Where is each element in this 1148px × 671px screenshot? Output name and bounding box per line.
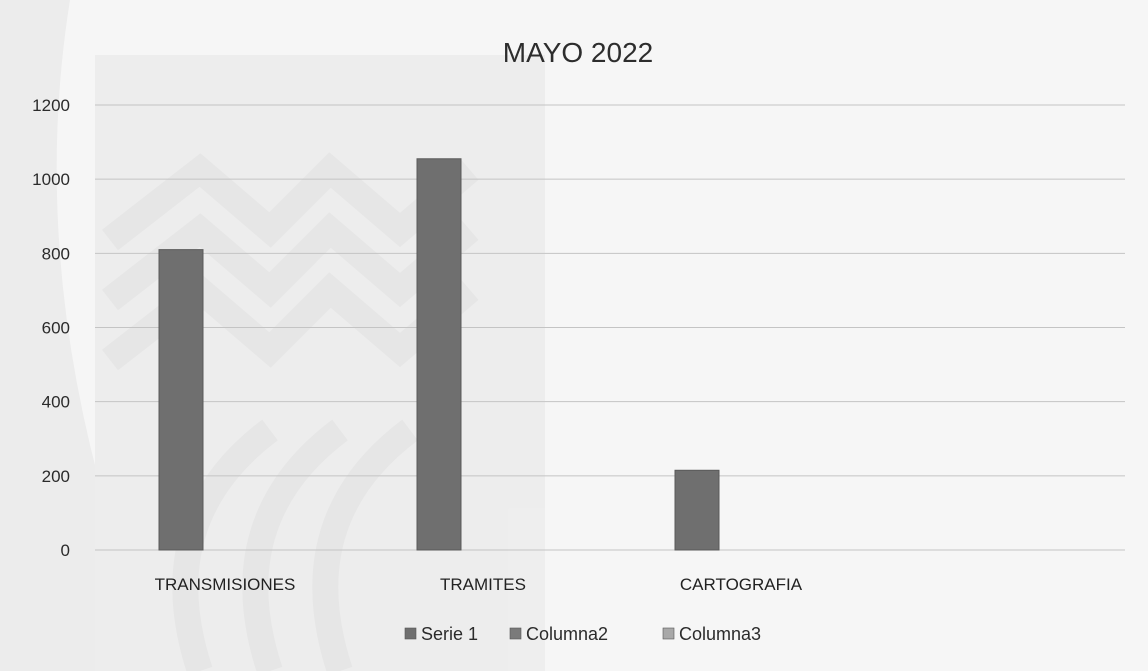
x-category-label: TRANSMISIONES: [155, 575, 296, 594]
y-tick-label: 800: [42, 244, 70, 263]
x-axis-categories: TRANSMISIONES TRAMITES CARTOGRAFIA: [155, 575, 803, 594]
y-axis-ticks: 0 200 400 600 800 1000 1200: [32, 96, 70, 560]
legend: Serie 1 Columna2 Columna3: [404, 624, 761, 644]
y-tick-label: 1200: [32, 96, 70, 115]
bar-serie-1-transmisiones: [158, 249, 204, 551]
x-category-label: CARTOGRAFIA: [680, 575, 803, 594]
chart-title: MAYO 2022: [503, 37, 653, 68]
y-tick-label: 400: [42, 393, 70, 412]
gridlines: [95, 104, 1125, 551]
y-tick-label: 600: [42, 319, 70, 338]
y-tick-label: 0: [61, 541, 70, 560]
y-tick-label: 1000: [32, 170, 70, 189]
bar-serie-1-cartografia: [674, 469, 720, 551]
bar-serie-1-tramites: [416, 158, 462, 551]
legend-label: Columna2: [526, 624, 608, 644]
watermark-logo: [0, 0, 545, 671]
y-tick-label: 200: [42, 467, 70, 486]
legend-swatch: [509, 627, 522, 640]
legend-label: Serie 1: [421, 624, 478, 644]
x-category-label: TRAMITES: [440, 575, 526, 594]
bars: [158, 158, 720, 551]
legend-swatch: [404, 627, 417, 640]
legend-label: Columna3: [679, 624, 761, 644]
legend-swatch: [662, 627, 675, 640]
